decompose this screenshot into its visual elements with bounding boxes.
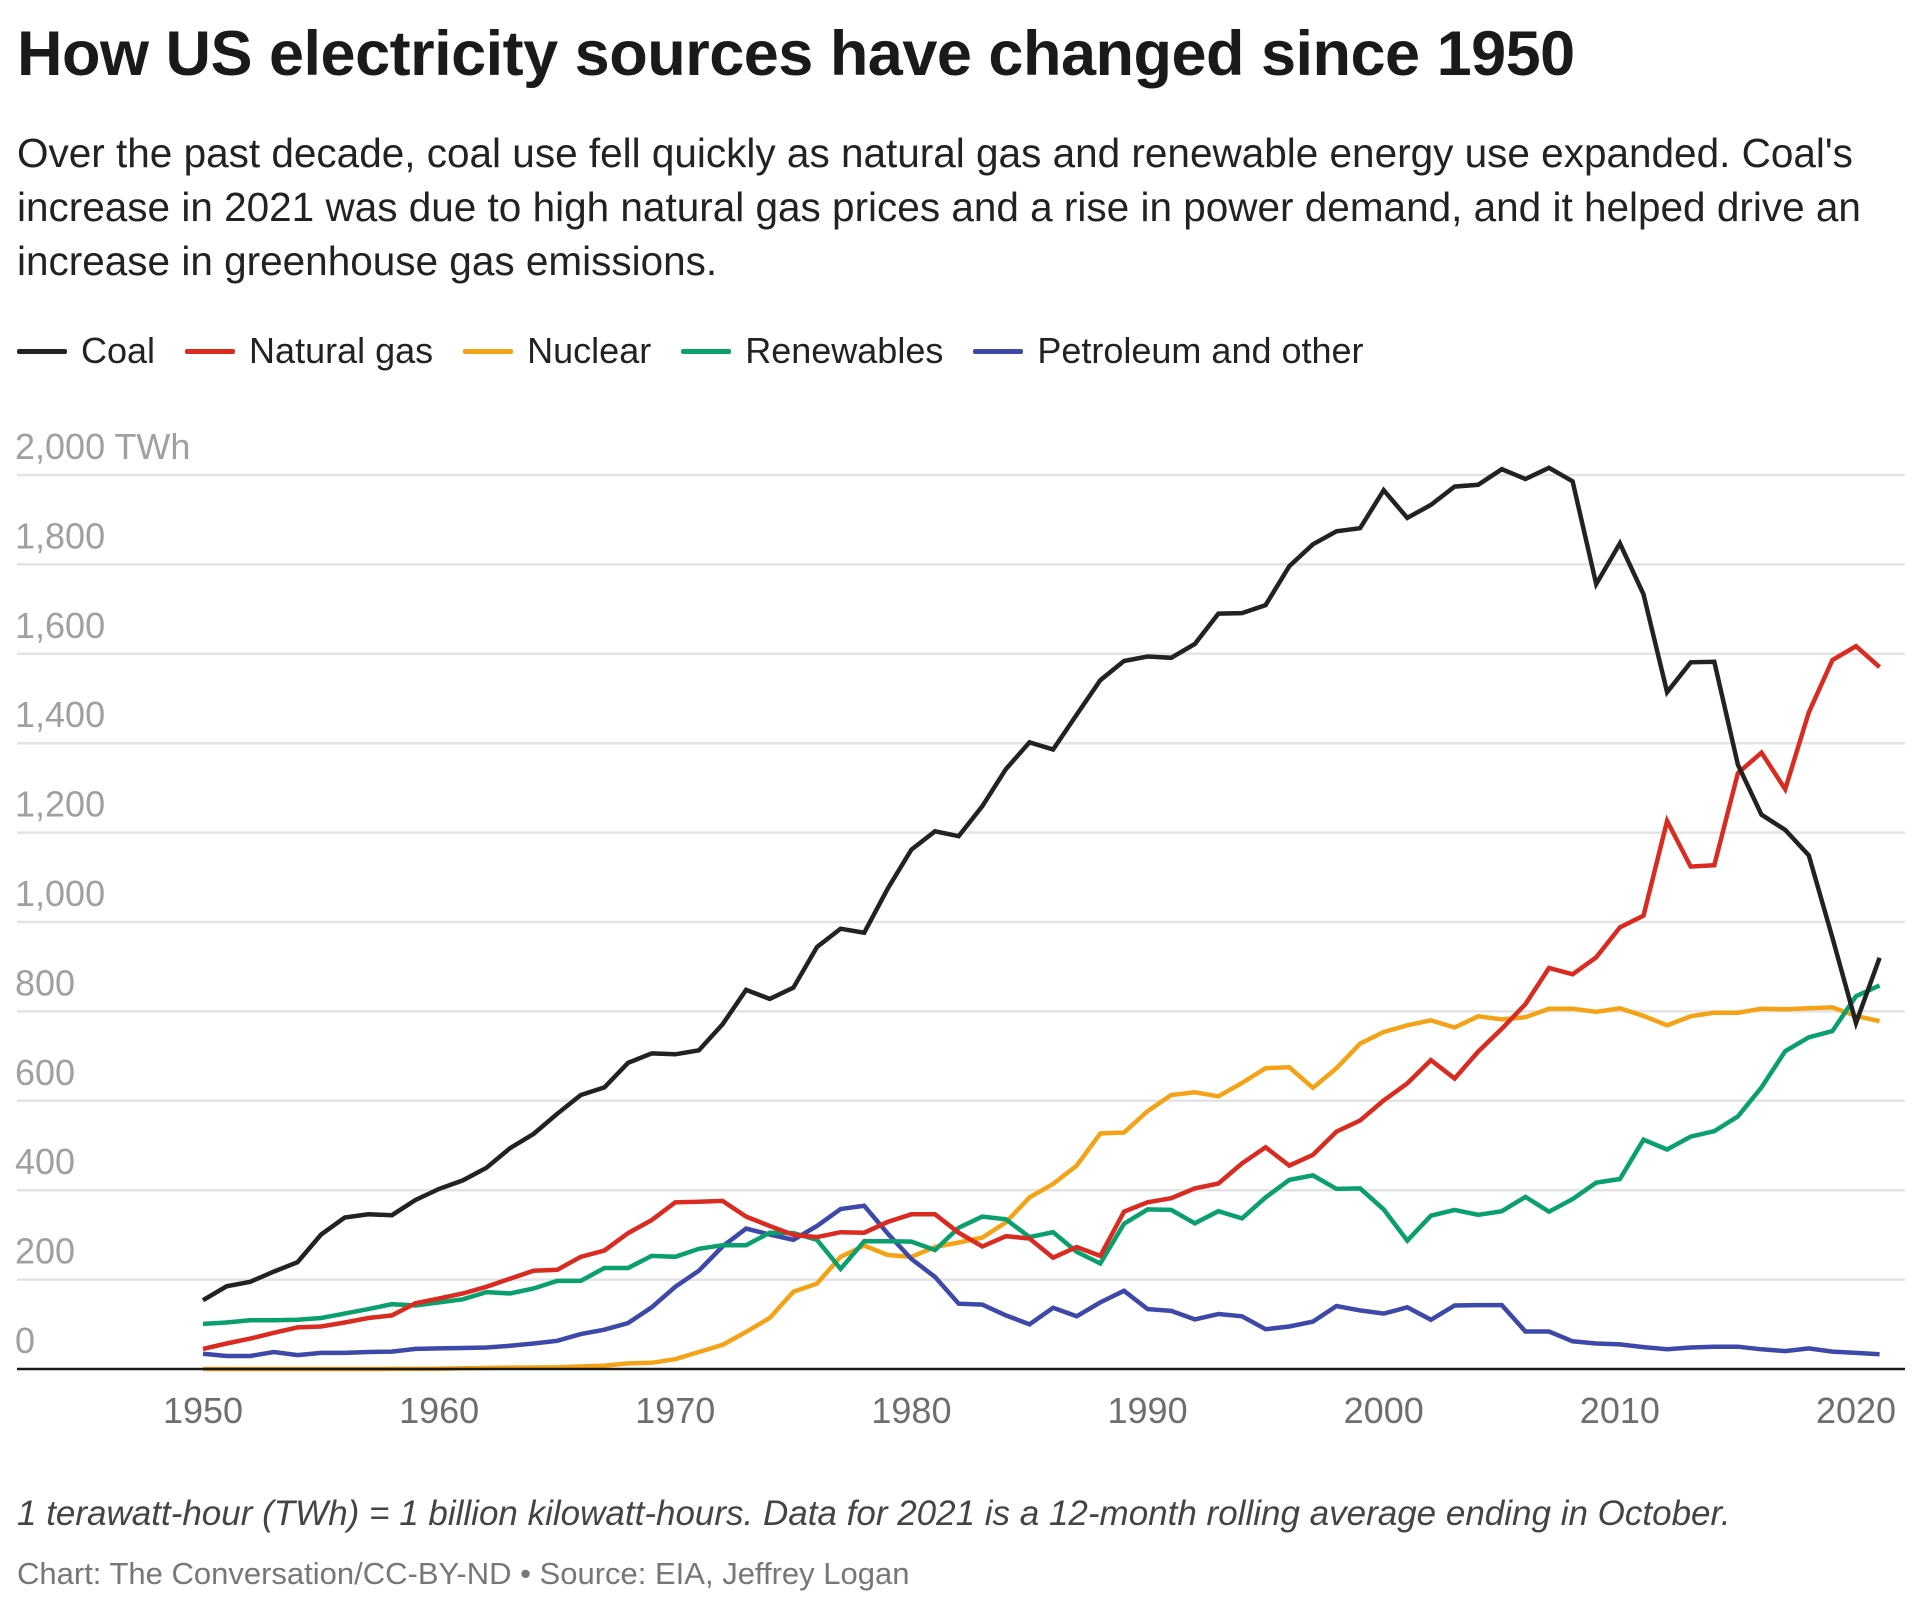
legend-swatch	[17, 348, 67, 354]
legend-label: Petroleum and other	[1037, 330, 1364, 371]
y-tick-label: 2,000 TWh	[15, 426, 190, 467]
legend-item-renewables: Renewables	[681, 330, 943, 372]
series-line-petroleum-and-other	[202, 1203, 1880, 1359]
legend-item-coal: Coal	[17, 330, 155, 372]
y-tick-label: 800	[15, 962, 75, 1003]
y-tick-label: 200	[15, 1231, 75, 1272]
x-axis-ticks: 1950 1960 1970 1980 1990 2000 2010 2020	[163, 1390, 1896, 1431]
legend-swatch	[463, 348, 514, 354]
y-axis-ticks: 0 200 400 600 800 1,000 1,200 1,400 1,600 1,800 2,…	[15, 426, 190, 1361]
x-tick-label: 2000	[1344, 1390, 1424, 1431]
y-tick-label: 600	[15, 1052, 75, 1093]
legend-swatch	[973, 348, 1024, 354]
legend-item-natural-gas: Natural gas	[185, 330, 433, 372]
x-tick-label: 1950	[163, 1390, 243, 1431]
legend-label: Renewables	[745, 330, 944, 371]
series-lines	[201, 465, 1882, 1372]
chart-subtitle: Over the past decade, coal use fell quic…	[17, 130, 1861, 284]
y-tick-label: 0	[15, 1320, 35, 1361]
legend: Coal Natural gas Nuclear Renewables Petr…	[17, 330, 1364, 372]
x-tick-label: 2010	[1580, 1390, 1660, 1431]
legend-item-nuclear: Nuclear	[463, 330, 651, 372]
chart-title: How US electricity sources have changed …	[17, 19, 1575, 89]
y-tick-label: 1,600	[15, 605, 105, 646]
x-tick-label: 2020	[1816, 1390, 1896, 1431]
x-tick-label: 1980	[871, 1390, 951, 1431]
series-line-natural-gas	[202, 643, 1882, 1352]
series-line-renewables	[202, 983, 1881, 1327]
gridlines	[17, 473, 1905, 1281]
y-tick-label: 1,800	[15, 515, 105, 556]
x-tick-label: 1990	[1108, 1390, 1188, 1431]
legend-swatch	[681, 348, 732, 354]
y-tick-label: 1,200	[15, 784, 105, 825]
y-tick-label: 400	[15, 1141, 75, 1182]
source-credit: Chart: The Conversation/CC-BY-ND • Sourc…	[17, 1556, 910, 1591]
y-tick-label: 1,400	[15, 694, 105, 735]
series-line-coal	[201, 465, 1882, 1303]
legend-label: Nuclear	[527, 330, 652, 371]
legend-label: Coal	[81, 330, 156, 371]
x-tick-label: 1970	[635, 1390, 715, 1431]
legend-swatch	[185, 348, 236, 354]
legend-item-petroleum: Petroleum and other	[973, 330, 1364, 372]
legend-label: Natural gas	[249, 330, 434, 371]
footnote: 1 terawatt-hour (TWh) = 1 billion kilowa…	[17, 1494, 1731, 1533]
x-tick-label: 1960	[399, 1390, 479, 1431]
y-tick-label: 1,000	[15, 873, 105, 914]
